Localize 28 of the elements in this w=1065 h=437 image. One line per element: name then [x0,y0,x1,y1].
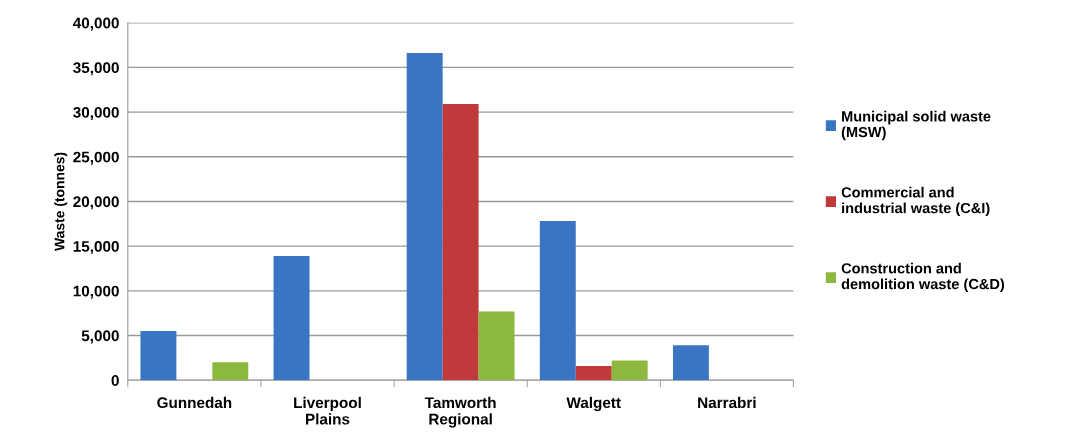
bar [273,255,310,381]
x-tick-label: Tamworth Regional [424,396,496,428]
x-tick-label: Walgett [566,396,621,412]
bar [575,365,612,381]
y-tick-label: 30,000 [73,106,119,120]
bar [442,104,479,381]
y-tick-label: 10,000 [73,285,119,299]
bar [406,53,443,381]
x-tick-label: Liverpool Plains [294,396,361,425]
legend-label: Construction and demolition waste (C&D) [841,262,1005,293]
y-tick-label: 0 [111,375,119,386]
x-tick-label: Gunnedah [157,396,232,409]
y-axis-title: Waste (tonnes) [54,152,68,251]
y-tick-label: 35,000 [73,62,119,76]
y-tick-label: 15,000 [73,241,119,255]
bar [611,360,648,381]
bar [539,221,576,381]
legend-label: Municipal solid waste (MSW) [841,110,991,141]
y-tick-label: 20,000 [73,196,119,210]
y-tick-label: 25,000 [73,151,119,165]
bar [672,345,709,381]
y-tick-label: 5,000 [81,330,119,344]
legend-label: Commercial and industrial waste (C&I) [841,186,990,217]
bar [478,311,515,381]
bar [140,331,177,381]
bar [212,362,249,381]
x-tick-label: Narrabri [698,396,756,409]
y-tick-label: 40,000 [72,17,119,31]
